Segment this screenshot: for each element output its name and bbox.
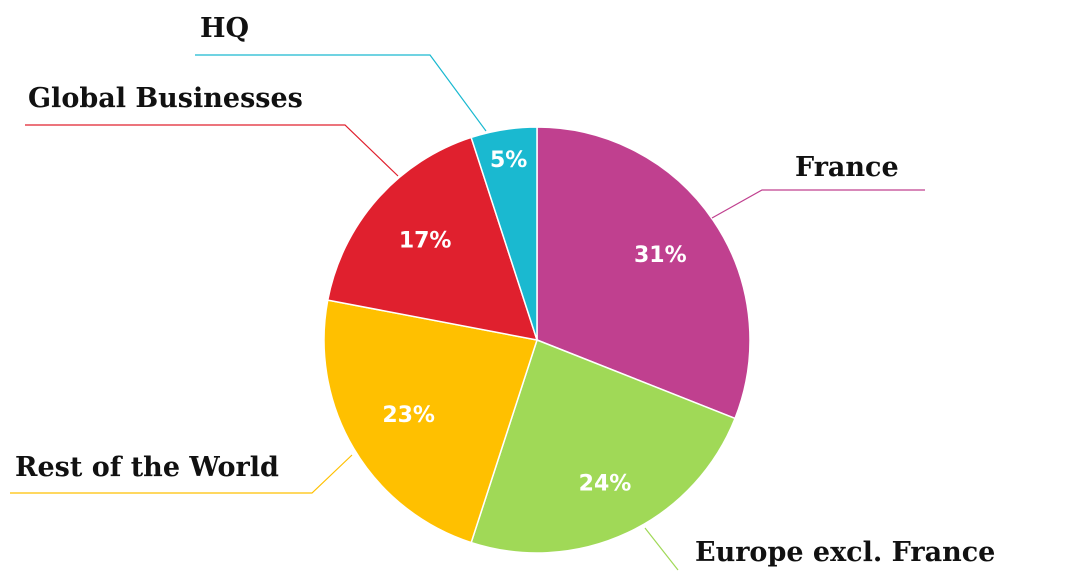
percent-label: 5% [490, 148, 527, 173]
leader-line [195, 54, 487, 132]
category-label: Rest of the World [15, 452, 279, 483]
leader-line [644, 527, 679, 571]
category-label: France [795, 152, 899, 183]
percent-label: 23% [382, 403, 435, 428]
percent-label: 31% [634, 243, 687, 268]
leader-line [711, 189, 925, 219]
category-label: Global Businesses [28, 83, 303, 114]
pie-slice [470, 126, 538, 341]
category-label: Europe excl. France [695, 537, 995, 568]
pie-slice [536, 126, 751, 420]
percent-label: 17% [399, 228, 452, 253]
percent-label: 24% [579, 472, 632, 497]
pie-slice [326, 136, 539, 341]
leader-line [10, 454, 353, 494]
leader-line [25, 124, 399, 177]
pie-slice [323, 299, 538, 544]
category-label: HQ [200, 13, 249, 44]
pie-slice [470, 339, 737, 554]
